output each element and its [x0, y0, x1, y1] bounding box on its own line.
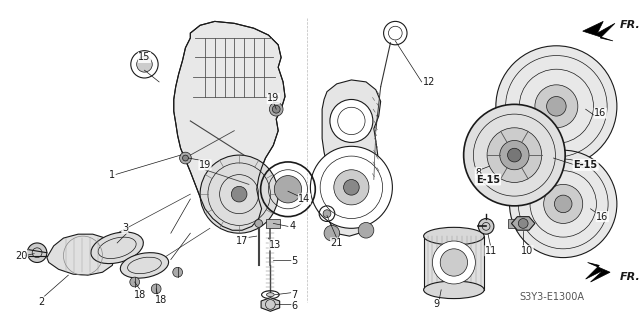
- Text: 2: 2: [38, 297, 44, 307]
- Circle shape: [500, 140, 529, 170]
- Text: FR.: FR.: [620, 272, 640, 282]
- Circle shape: [310, 146, 392, 228]
- Polygon shape: [47, 234, 115, 275]
- Bar: [266, 219, 280, 228]
- Ellipse shape: [120, 253, 168, 278]
- Circle shape: [28, 243, 47, 263]
- Circle shape: [334, 170, 369, 205]
- Circle shape: [440, 249, 468, 276]
- Circle shape: [344, 180, 359, 195]
- Circle shape: [518, 219, 528, 228]
- Text: 9: 9: [433, 300, 440, 309]
- Polygon shape: [261, 298, 280, 311]
- Circle shape: [496, 46, 617, 167]
- Text: 18: 18: [134, 290, 146, 300]
- Circle shape: [273, 105, 280, 113]
- Text: 6: 6: [292, 301, 298, 311]
- Text: 16: 16: [596, 211, 609, 222]
- Circle shape: [509, 150, 617, 258]
- Text: 21: 21: [331, 238, 343, 248]
- Text: 16: 16: [594, 108, 607, 118]
- Text: 4: 4: [290, 221, 296, 231]
- Text: 18: 18: [155, 294, 167, 305]
- Text: 13: 13: [269, 240, 282, 250]
- Circle shape: [151, 284, 161, 294]
- Text: 7: 7: [292, 290, 298, 300]
- Circle shape: [478, 219, 494, 234]
- Circle shape: [255, 219, 262, 227]
- Text: 20: 20: [15, 251, 28, 261]
- Circle shape: [275, 175, 301, 203]
- Bar: [508, 219, 521, 228]
- Circle shape: [487, 128, 541, 182]
- Circle shape: [323, 210, 331, 218]
- Ellipse shape: [91, 232, 143, 263]
- Ellipse shape: [424, 227, 484, 245]
- Polygon shape: [583, 21, 615, 41]
- Text: 19: 19: [267, 93, 280, 103]
- Circle shape: [330, 100, 373, 142]
- Circle shape: [182, 155, 188, 161]
- Text: 3: 3: [122, 223, 128, 233]
- Circle shape: [358, 222, 374, 238]
- Text: 5: 5: [292, 256, 298, 265]
- Text: 12: 12: [423, 77, 436, 87]
- Text: E-15: E-15: [573, 160, 598, 170]
- Circle shape: [547, 97, 566, 116]
- Text: S3Y3-E1300A: S3Y3-E1300A: [519, 292, 584, 302]
- Ellipse shape: [424, 281, 484, 299]
- Circle shape: [231, 186, 247, 202]
- Circle shape: [554, 195, 572, 213]
- Circle shape: [433, 241, 476, 284]
- Text: 17: 17: [236, 236, 248, 246]
- Text: 19: 19: [199, 160, 211, 170]
- Polygon shape: [173, 21, 285, 230]
- Text: 10: 10: [521, 246, 533, 256]
- Bar: [424, 236, 484, 290]
- Circle shape: [180, 152, 191, 164]
- Circle shape: [200, 155, 278, 233]
- Circle shape: [269, 102, 283, 116]
- Text: FR.: FR.: [620, 20, 640, 30]
- Text: 8: 8: [476, 168, 481, 178]
- Polygon shape: [511, 217, 535, 230]
- Text: 15: 15: [138, 53, 150, 63]
- Polygon shape: [586, 263, 610, 282]
- Circle shape: [173, 267, 182, 277]
- Circle shape: [324, 226, 340, 241]
- Text: E-15: E-15: [476, 174, 500, 184]
- Ellipse shape: [266, 293, 275, 297]
- Circle shape: [463, 104, 565, 206]
- Text: 1: 1: [109, 170, 115, 180]
- Text: 14: 14: [298, 194, 310, 204]
- Circle shape: [535, 85, 578, 128]
- Circle shape: [137, 56, 152, 72]
- Circle shape: [544, 184, 583, 223]
- Text: 11: 11: [485, 246, 497, 256]
- Circle shape: [508, 148, 521, 162]
- Polygon shape: [322, 80, 381, 236]
- Circle shape: [130, 277, 140, 287]
